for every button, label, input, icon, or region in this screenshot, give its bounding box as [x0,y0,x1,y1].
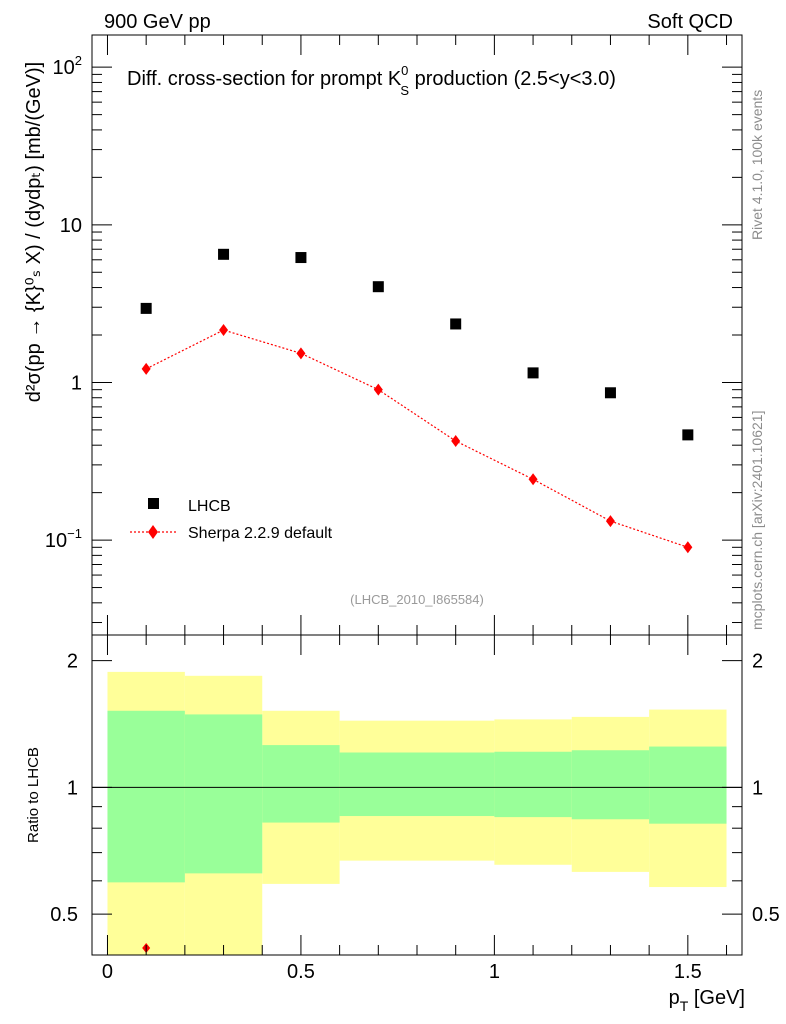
main-panel: 10−1 1 10 102 Diff. cross-section for promp… [23,34,743,636]
ratio-bands [107,671,727,955]
ratio-y-tick-label-right: 1 [752,777,763,799]
legend-sherpa-label: Sherpa 2.2.9 default [188,525,333,542]
ratio-y-tick-label-right: 2 [752,651,763,673]
x-axis-label-sub: T [680,998,689,1014]
legend-lhcb-label: LHCB [188,498,231,515]
lhcb-point [527,367,539,379]
lhcb-point [372,281,384,293]
sherpa-point [683,541,693,554]
ratio-band-inner [571,750,650,820]
header-right-title: Soft QCD [647,11,733,33]
rivet-info: Rivet 4.1.0, 100k events [749,90,765,240]
ratio-y-tick-label-right: 0.5 [752,904,780,926]
sherpa-point [605,515,615,528]
lhcb-point [295,252,307,264]
main-y-tick-label: 10 [60,215,82,237]
ratio-band-inner [339,752,417,817]
main-ticks [92,35,742,635]
ratio-band-inner [649,746,727,824]
plot-title: Diff. cross-section for prompt K0 S produ… [127,63,616,98]
main-frame [91,34,743,636]
sherpa-points [141,324,693,554]
lhcb-points [140,248,694,441]
sherpa-curve [145,329,689,548]
lhcb-point [604,387,616,399]
plot-title-sub: S [400,83,409,98]
x-axis-label: pT [GeV] [669,987,745,1014]
plot-title-main: Diff. cross-section for prompt K [127,68,402,90]
ratio-y-tick-label: 2 [67,651,78,673]
x-axis-label-tail: [GeV] [688,987,745,1009]
ratio-band-inner [107,710,185,883]
x-tick-label: 0.5 [287,961,315,983]
x-axis-label-main: p [669,987,680,1009]
ratio-band-inner [494,751,572,818]
plot-title-sup: 0 [401,63,408,78]
sherpa-point [528,473,538,486]
lhcb-point [450,318,462,330]
ratio-band-inner [184,714,263,874]
main-y-tick-label: 1 [71,372,82,394]
ratio-panel: 0.5 0.5 1 1 2 2 0 0.5 1 1.5 Ratio to LHCB pT [Ge… [25,634,780,1014]
legend-sherpa-marker [148,525,158,539]
sherpa-point [296,347,306,360]
ratio-band-inner [262,745,340,823]
x-tick-label: 1 [489,961,500,983]
main-y-tick-labels: 10−1 1 10 102 [45,53,82,552]
sherpa-point [141,362,151,375]
mcplots-info: mcplots.cern.ch [arXiv:2401.10621] [749,411,765,630]
sherpa-line [145,329,689,548]
sherpa-point [373,383,383,396]
sherpa-point [219,324,229,337]
analysis-tag: (LHCB_2010_I865584) [350,592,484,607]
x-tick-labels: 0 0.5 1 1.5 [102,961,702,983]
ratio-ticks [92,635,742,956]
ratio-y-tick-label: 1 [67,777,78,799]
y-axis-label: d²σ(pp → {K}⁰ₛ X) / (dydpₜ) [mb/(GeV)] [23,62,45,403]
lhcb-point [140,302,152,314]
sherpa-point [451,435,461,448]
legend: LHCB Sherpa 2.2.9 default [130,498,333,542]
ratio-y-tick-label: 0.5 [50,904,78,926]
lhcb-point [218,248,230,260]
plot-title-tail: production (2.5<y<3.0) [409,68,616,90]
header-left-title: 900 GeV pp [104,11,211,33]
ratio-band-inner [417,752,495,817]
lhcb-point [682,429,694,441]
ratio-y-tick-labels: 0.5 0.5 1 1 2 2 [50,651,780,927]
main-y-tick-label: 10−1 [45,526,82,552]
x-tick-label: 0 [102,961,113,983]
main-y-tick-label: 102 [53,53,82,79]
legend-lhcb-marker [148,498,159,509]
x-tick-label: 1.5 [674,961,702,983]
ratio-y-axis-label: Ratio to LHCB [25,747,42,843]
